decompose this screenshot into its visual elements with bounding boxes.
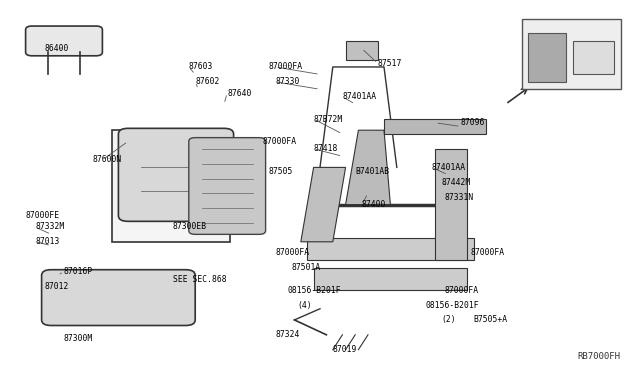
Bar [112,130,230,242]
Text: 87000FA: 87000FA [275,248,309,257]
Text: 87603: 87603 [189,62,213,71]
Text: 87000FA: 87000FA [470,248,504,257]
Text: 87501A: 87501A [291,263,321,272]
Text: 87019: 87019 [333,345,357,354]
FancyBboxPatch shape [42,270,195,326]
Text: 87000FE: 87000FE [26,211,60,220]
Text: SEE SEC.868: SEE SEC.868 [173,275,227,283]
Text: 87000FA: 87000FA [262,137,296,146]
Text: 87000FA: 87000FA [269,62,303,71]
Text: B7505+A: B7505+A [474,315,508,324]
Text: 87300M: 87300M [64,334,93,343]
Polygon shape [346,130,390,205]
Polygon shape [435,149,467,260]
Polygon shape [314,268,467,290]
Text: 86400: 86400 [45,44,69,53]
Polygon shape [307,238,474,260]
FancyBboxPatch shape [26,26,102,56]
Text: 87331N: 87331N [445,193,474,202]
Text: 87600N: 87600N [93,155,122,164]
Text: 87016P: 87016P [64,267,93,276]
Text: 87400: 87400 [362,200,386,209]
Text: 87442M: 87442M [442,178,471,187]
Polygon shape [384,119,486,134]
Text: RB7000FH: RB7000FH [578,352,621,361]
Text: (2): (2) [442,315,456,324]
Text: 87012: 87012 [45,282,69,291]
Text: 87517: 87517 [378,59,402,68]
Text: B7401AB: B7401AB [355,167,389,176]
Text: 87324: 87324 [275,330,300,339]
Bar [573,41,614,74]
Text: 87602: 87602 [195,77,220,86]
FancyBboxPatch shape [118,128,234,221]
Text: 08156-B201F: 08156-B201F [288,286,342,295]
Text: 87330: 87330 [275,77,300,86]
Text: 87401AA: 87401AA [432,163,466,172]
Text: 87B72M: 87B72M [314,115,343,124]
Text: 87640: 87640 [227,89,252,97]
Text: 87300EB: 87300EB [173,222,207,231]
Polygon shape [301,167,346,242]
Text: 87418: 87418 [314,144,338,153]
Text: 87000FA: 87000FA [445,286,479,295]
FancyBboxPatch shape [189,138,266,234]
Text: 08156-B201F: 08156-B201F [426,301,479,310]
Text: 87401AA: 87401AA [342,92,376,101]
Bar [528,33,566,82]
Text: 87013: 87013 [35,237,60,246]
Text: 87505: 87505 [269,167,293,176]
Polygon shape [346,41,378,60]
Text: 87096: 87096 [461,118,485,127]
Bar [522,19,621,89]
Text: 87332M: 87332M [35,222,65,231]
Text: (4): (4) [298,301,312,310]
